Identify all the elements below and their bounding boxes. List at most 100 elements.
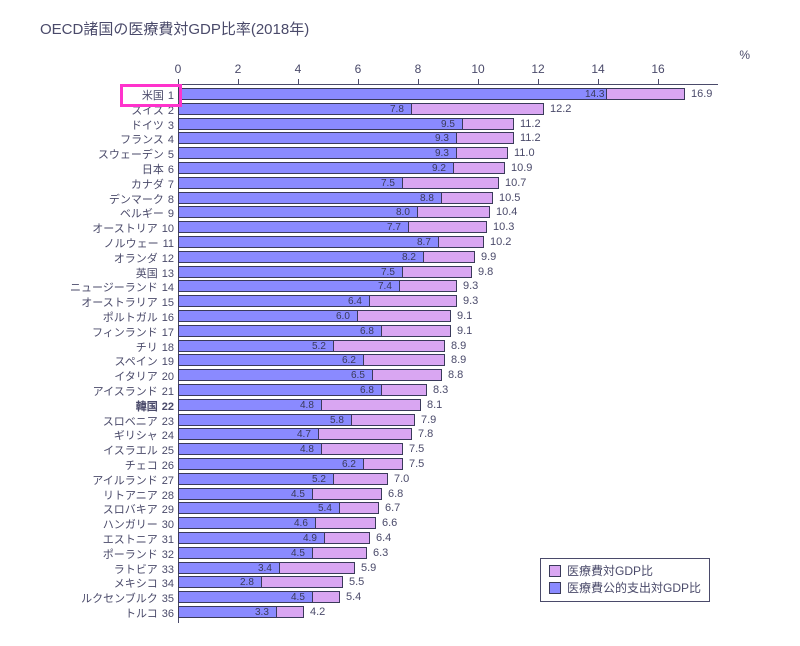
total-value-label: 5.9 (361, 562, 376, 574)
country-rank: 8 (168, 194, 174, 206)
y-axis-unit: % (739, 48, 750, 62)
country-rank: 21 (162, 386, 174, 398)
total-value-label: 6.8 (388, 488, 403, 500)
public-value-label: 7.8 (390, 104, 404, 115)
total-value-label: 7.5 (409, 458, 424, 470)
row-label: アイスランド21 (93, 383, 174, 399)
row-label: カナダ7 (131, 176, 174, 192)
row-label: ニュージーランド 14 (70, 279, 174, 295)
public-value-label: 9.3 (435, 148, 449, 159)
country-name: カナダ (131, 179, 164, 191)
country-rank: 34 (162, 578, 174, 590)
public-value-label: 4.8 (300, 400, 314, 411)
total-value-label: 10.9 (511, 162, 532, 174)
public-value-label: 6.2 (342, 355, 356, 366)
total-value-label: 10.2 (490, 236, 511, 248)
country-rank: 15 (162, 297, 174, 309)
public-value-label: 4.5 (291, 548, 305, 559)
country-rank: 24 (162, 430, 174, 442)
row-label: ハンガリー30 (103, 516, 174, 532)
public-value-label: 4.8 (300, 444, 314, 455)
row-label: 韓国22 (136, 398, 174, 414)
country-rank: 13 (162, 268, 174, 280)
x-tick-label: 6 (355, 62, 362, 76)
country-rank: 18 (162, 342, 174, 354)
row-label: アイルランド27 (92, 472, 174, 488)
country-rank: 19 (162, 356, 174, 368)
country-rank: 4 (168, 134, 174, 146)
bar-public (178, 340, 334, 352)
country-name: スペイン (115, 356, 158, 368)
country-rank: 20 (162, 371, 174, 383)
x-tick-label: 4 (295, 62, 302, 76)
row-label: スウェーデン5 (98, 146, 174, 162)
highlight-box (120, 84, 182, 107)
bar-public (178, 192, 442, 204)
bar-public (178, 103, 412, 115)
country-rank: 11 (163, 238, 174, 250)
bar-public (178, 414, 352, 426)
x-tick-label: 0 (175, 62, 182, 76)
chart-title: OECD諸国の医療費対GDP比率(2018年) (40, 18, 309, 39)
total-value-label: 6.3 (373, 547, 388, 559)
public-value-label: 7.7 (387, 222, 401, 233)
country-rank: 25 (162, 445, 174, 457)
x-tick (358, 79, 359, 84)
legend-item: 医療費公的支出対GDP比 (549, 580, 701, 597)
country-name: ルクセンブルク (81, 593, 158, 605)
bar-public (178, 295, 370, 307)
bar-public (178, 206, 418, 218)
total-value-label: 10.7 (505, 177, 526, 189)
x-tick (298, 79, 299, 84)
public-value-label: 4.7 (297, 429, 311, 440)
total-value-label: 5.5 (349, 576, 364, 588)
public-value-label: 4.9 (303, 533, 317, 544)
country-name: ベルギー (120, 208, 164, 220)
x-tick-label: 10 (471, 62, 484, 76)
public-value-label: 6.5 (351, 370, 365, 381)
bar-public (178, 354, 364, 366)
total-value-label: 7.5 (409, 443, 424, 455)
country-rank: 14 (162, 282, 174, 294)
country-name: チリ (136, 342, 158, 354)
country-rank: 17 (162, 327, 174, 339)
country-rank: 3 (168, 120, 174, 132)
country-name: ニュージーランド (70, 282, 158, 294)
country-rank: 29 (162, 504, 174, 516)
country-name: オーストラリア (81, 297, 157, 309)
country-rank: 36 (162, 608, 174, 620)
country-name: オーストリア (92, 223, 157, 235)
public-value-label: 7.5 (381, 267, 395, 278)
country-name: ポルトガル (103, 312, 158, 324)
total-value-label: 5.4 (346, 591, 361, 603)
country-rank: 26 (162, 460, 174, 472)
country-rank: 31 (162, 534, 174, 546)
row-label: イスラエル 25 (103, 442, 174, 458)
public-value-label: 8.8 (420, 193, 434, 204)
country-rank: 33 (162, 564, 174, 576)
country-rank: 22 (162, 401, 174, 413)
country-name: 英国 (136, 268, 158, 280)
row-label: エストニア31 (103, 531, 174, 547)
country-name: オランダ (114, 253, 158, 265)
total-value-label: 9.3 (463, 280, 478, 292)
country-name: スウェーデン (98, 149, 164, 161)
total-value-label: 8.9 (451, 340, 466, 352)
total-value-label: 7.8 (418, 428, 433, 440)
bar-public (178, 384, 382, 396)
row-label: リトアニア28 (103, 487, 174, 503)
row-label: スロベニア23 (103, 413, 174, 429)
country-name: チェコ (125, 460, 158, 472)
bar-public (178, 310, 358, 322)
total-value-label: 11.2 (520, 132, 541, 144)
public-value-label: 7.5 (381, 178, 395, 189)
row-label: 英国 13 (136, 265, 174, 281)
total-value-label: 8.1 (427, 399, 442, 411)
public-value-label: 5.2 (312, 474, 326, 485)
total-value-label: 8.9 (451, 354, 466, 366)
country-name: フランス (120, 134, 164, 146)
x-tick (238, 79, 239, 84)
row-label: 日本6 (142, 161, 174, 177)
x-axis-line (178, 84, 718, 85)
country-name: イスラエル (103, 445, 158, 457)
